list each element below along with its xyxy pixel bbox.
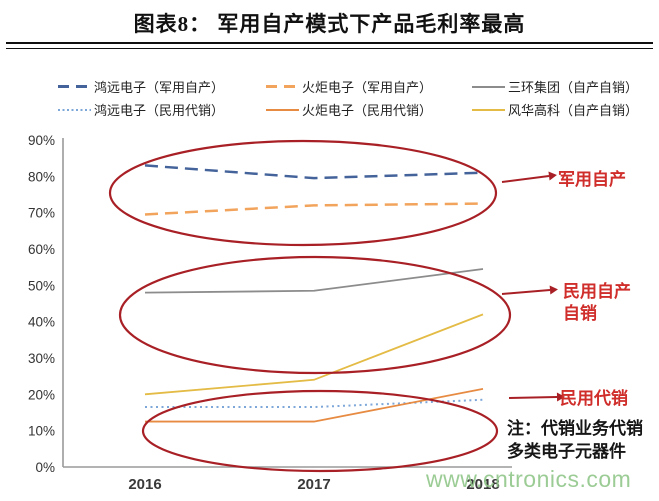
x-tick-label: 2016 — [128, 476, 161, 493]
legend-label: 火炬电子（军用自产） — [302, 80, 433, 95]
watermark-text: www.cntronics.com — [426, 466, 632, 492]
series-line-5 — [144, 313, 484, 396]
legend-label: 鸿远电子（民用代销） — [94, 103, 225, 118]
annotation-arrow-2 — [501, 289, 551, 295]
legend-label: 三环集团（自产自销） — [508, 80, 639, 95]
chart-note-line1: 注：代销业务代销 — [507, 419, 643, 438]
series-line-1 — [144, 202, 484, 216]
y-tick-label: 0% — [35, 460, 55, 475]
series-line-0 — [144, 164, 484, 180]
page-title: 图表8： 军用自产模式下产品毛利率最高 — [133, 12, 526, 36]
y-tick-label: 50% — [28, 278, 55, 293]
annotation-civil-self-production: 民用自产 自销 — [563, 281, 631, 325]
legend-line-sample-solid — [472, 108, 505, 111]
highlight-ellipse-1 — [108, 139, 498, 247]
title-divider-thick — [6, 42, 653, 44]
chart-legend: 鸿远电子（军用自产） 火炬电子（军用自产） 三环集团（自产自销） 鸿远电子（民用代销）… — [58, 79, 648, 118]
annotation-arrowhead-1 — [548, 171, 557, 181]
legend-line-sample-dashed — [266, 85, 299, 88]
annotation-arrow-1 — [501, 175, 550, 183]
y-tick-label: 70% — [28, 206, 55, 221]
legend-item: 火炬电子（民用代销） — [266, 102, 472, 118]
legend-line-sample-dotted — [58, 108, 91, 111]
legend-line-sample-dashed — [58, 85, 91, 88]
legend-label: 鸿远电子（军用自产） — [94, 80, 225, 95]
annotation-military-self-production: 军用自产 — [558, 170, 626, 189]
annotation-arrowhead-2 — [549, 285, 558, 295]
highlight-ellipse-3 — [141, 389, 499, 473]
y-tick-label: 10% — [28, 424, 55, 439]
series-line-4 — [145, 387, 484, 423]
series-line-2 — [144, 268, 484, 294]
y-tick-label: 40% — [28, 315, 55, 330]
y-tick-label: 60% — [28, 242, 55, 257]
chart-note-line2: 多类电子元器件 — [507, 442, 626, 461]
legend-item: 火炬电子（军用自产） — [266, 79, 472, 95]
legend-line-sample-solid — [472, 85, 505, 88]
y-tick-label: 20% — [28, 387, 55, 402]
legend-label: 风华高科（自产自销） — [508, 103, 639, 118]
series-line-3 — [145, 398, 484, 409]
legend-item: 鸿远电子（民用代销） — [58, 102, 266, 118]
annotation-arrowhead-3 — [556, 392, 565, 402]
highlight-ellipse-2 — [118, 255, 512, 375]
x-tick-label: 2018 — [466, 476, 499, 493]
y-tick-label: 90% — [28, 133, 55, 148]
y-tick-label: 80% — [28, 169, 55, 184]
annotation-civil-self-line2: 自销 — [563, 304, 597, 323]
annotation-arrow-3 — [508, 396, 558, 399]
legend-item: 三环集团（自产自销） — [472, 79, 648, 95]
title-divider-thin — [6, 48, 653, 49]
chart-note: 注：代销业务代销 多类电子元器件 — [507, 417, 643, 463]
annotation-civil-consignment: 民用代销 — [560, 389, 628, 408]
x-tick-label: 2017 — [297, 476, 330, 493]
legend-label: 火炬电子（民用代销） — [302, 103, 433, 118]
legend-line-sample-solid — [266, 108, 299, 111]
annotation-civil-self-line1: 民用自产 — [563, 282, 631, 301]
legend-item: 风华高科（自产自销） — [472, 102, 648, 118]
legend-item: 鸿远电子（军用自产） — [58, 79, 266, 95]
y-tick-label: 30% — [28, 351, 55, 366]
